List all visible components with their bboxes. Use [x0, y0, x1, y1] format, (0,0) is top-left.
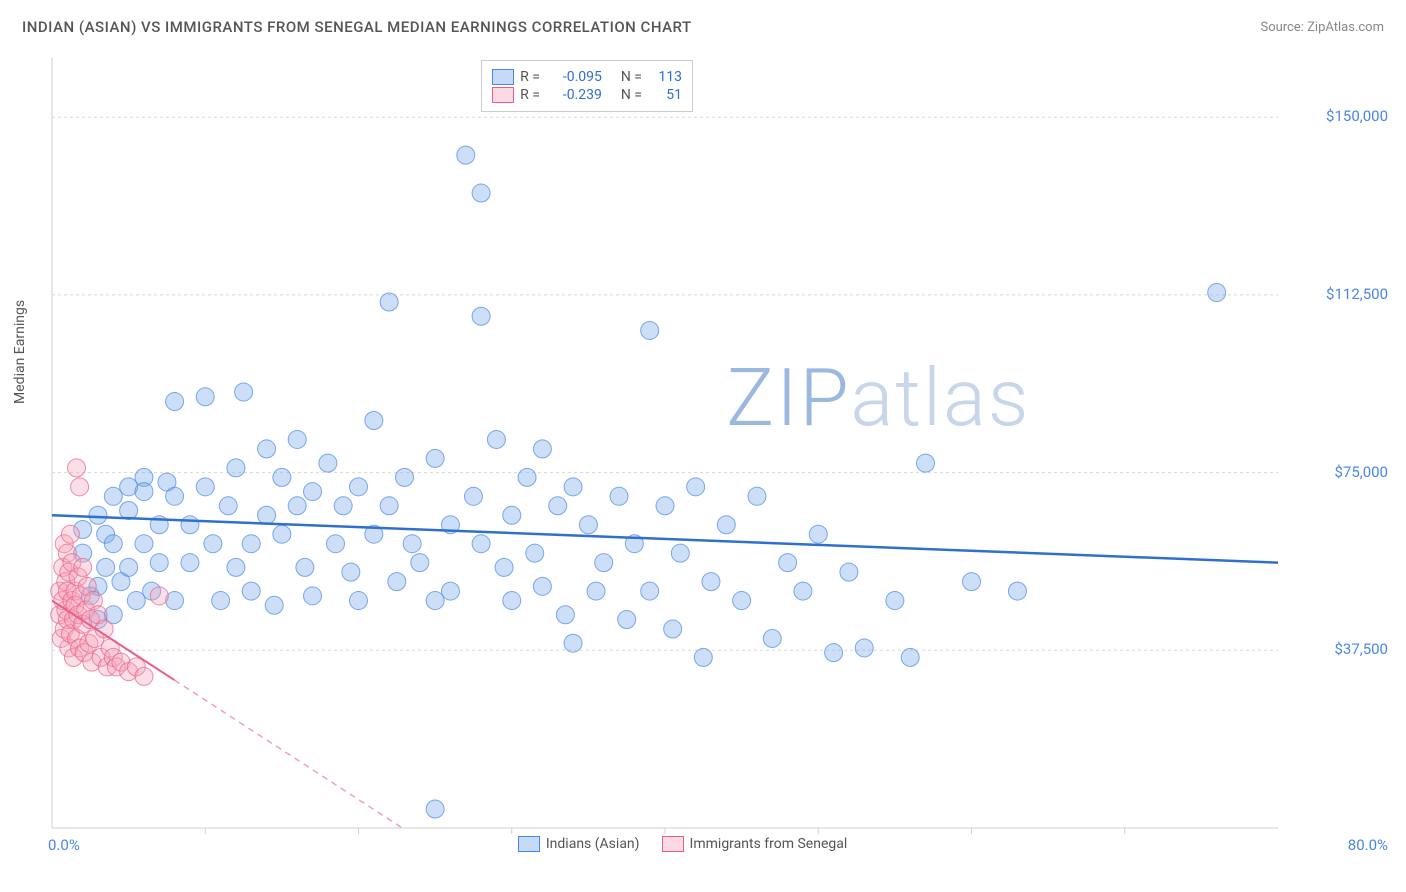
- legend-item: Indians (Asian): [518, 836, 640, 852]
- scatter-chart: [18, 50, 1388, 862]
- y-axis-label: Median Earnings: [12, 300, 28, 404]
- legend-row: R =-0.239 N =51: [492, 87, 682, 103]
- legend-item: Immigrants from Senegal: [662, 836, 848, 852]
- y-tick-label: $37,500: [1334, 640, 1388, 658]
- y-tick-label: $75,000: [1334, 463, 1388, 481]
- legend-row: R =-0.095 N =113: [492, 69, 682, 85]
- y-tick-label: $150,000: [1326, 107, 1388, 125]
- x-axis-min-label: 0.0%: [48, 836, 80, 854]
- source-label: Source: ZipAtlas.com: [1260, 20, 1384, 35]
- series-legend: Indians (Asian) Immigrants from Senegal: [518, 836, 847, 852]
- x-axis-max-label: 80.0%: [1348, 836, 1388, 854]
- correlation-legend: R =-0.095 N =113 R =-0.239 N =51: [481, 60, 693, 112]
- chart-container: Median Earnings ZIPatlas R =-0.095 N =11…: [18, 50, 1388, 862]
- chart-title: INDIAN (ASIAN) VS IMMIGRANTS FROM SENEGA…: [22, 18, 692, 36]
- y-tick-label: $112,500: [1326, 285, 1388, 303]
